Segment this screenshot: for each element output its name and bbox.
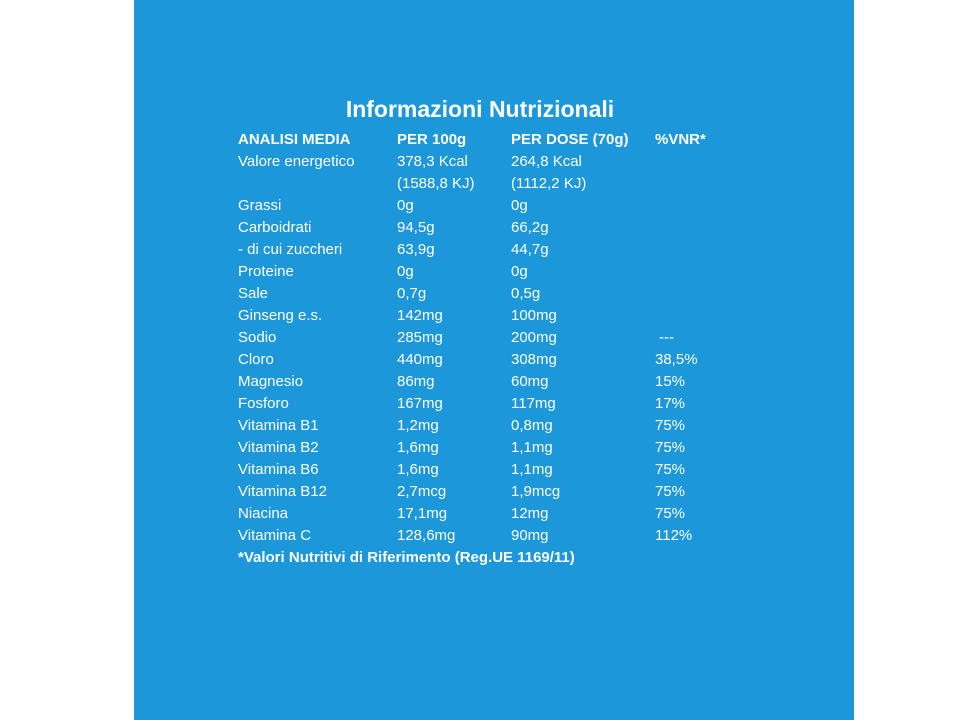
- table-cell: 1,9mcg: [511, 483, 561, 500]
- row-label: Fosforo: [238, 395, 289, 412]
- table-cell: 86mg: [397, 373, 435, 390]
- table-cell: 0,5g: [511, 285, 541, 302]
- title: Informazioni Nutrizionali: [345, 96, 615, 122]
- table-cell: 128,6mg: [397, 527, 456, 544]
- row-label: Vitamina B2: [238, 439, 319, 456]
- row-label: Valore energetico: [238, 153, 355, 170]
- table-cell: 1,1mg: [511, 461, 553, 478]
- table-cell: 12mg: [511, 505, 549, 522]
- table-cell: 75%: [655, 483, 686, 500]
- row-label: Cloro: [238, 351, 274, 368]
- table-cell: 200mg: [511, 329, 557, 346]
- table-cell: 75%: [655, 417, 686, 434]
- table-cell: 0g: [511, 263, 528, 280]
- table-cell: 308mg: [511, 351, 557, 368]
- table-cell: 1,6mg: [397, 461, 439, 478]
- table-cell: 17%: [655, 395, 686, 412]
- blue-panel: [134, 0, 854, 720]
- table-cell: 17,1mg: [397, 505, 448, 522]
- table-cell: 75%: [655, 505, 686, 522]
- row-label: Ginseng e.s.: [238, 307, 323, 324]
- table-cell: 0g: [511, 197, 528, 214]
- table-cell: 117mg: [511, 395, 556, 412]
- table-cell: 75%: [655, 461, 686, 478]
- row-label: Carboidrati: [238, 219, 312, 236]
- table-cell: 0g: [397, 263, 414, 280]
- row-label: - di cui zuccheri: [238, 241, 343, 258]
- row-label: Proteine: [238, 263, 294, 280]
- table-cell: 264,8 Kcal: [511, 153, 582, 170]
- table-cell: 75%: [655, 439, 686, 456]
- table-cell: 167mg: [397, 395, 443, 412]
- table-cell: 285mg: [397, 329, 443, 346]
- table-cell: 94,5g: [397, 219, 435, 236]
- table-cell: 60mg: [511, 373, 549, 390]
- table-cell: 38,5%: [655, 351, 698, 368]
- table-cell: 90mg: [511, 527, 549, 544]
- table-cell: 1,2mg: [397, 417, 439, 434]
- table-cell: 378,3 Kcal: [397, 153, 468, 170]
- table-cell: 100mg: [511, 307, 557, 324]
- header-cell: %VNR*: [655, 131, 706, 148]
- header-cell: ANALISI MEDIA: [238, 131, 351, 148]
- table-cell: 440mg: [397, 351, 443, 368]
- row-label: Vitamina B6: [238, 461, 319, 478]
- row-label: Niacina: [238, 505, 289, 522]
- table-cell: 44,7g: [511, 241, 549, 258]
- table-cell: (1112,2 KJ): [511, 175, 587, 192]
- footnote: *Valori Nutritivi di Riferimento (Reg.UE…: [238, 549, 575, 566]
- header-cell: PER 100g: [397, 131, 467, 148]
- header-cell: PER DOSE (70g): [511, 131, 629, 148]
- table-cell: 66,2g: [511, 219, 549, 236]
- table-cell: 1,6mg: [397, 439, 439, 456]
- row-label: Grassi: [238, 197, 282, 214]
- row-label: Sodio: [238, 329, 277, 346]
- table-cell: (1588,8 KJ): [397, 175, 475, 192]
- table-cell: 0,7g: [397, 285, 427, 302]
- table-cell: 15%: [655, 373, 686, 390]
- table-cell: ---: [659, 329, 674, 346]
- table-cell: 142mg: [397, 307, 443, 324]
- table-cell: 2,7mcg: [397, 483, 447, 500]
- row-label: Vitamina C: [238, 527, 312, 544]
- row-label: Sale: [238, 285, 269, 302]
- table-cell: 63,9g: [397, 241, 435, 258]
- row-label: Magnesio: [238, 373, 304, 390]
- table-cell: 0g: [397, 197, 414, 214]
- table-cell: 1,1mg: [511, 439, 553, 456]
- table-cell: 0,8mg: [511, 417, 553, 434]
- row-label: Vitamina B12: [238, 483, 327, 500]
- table-cell: 112%: [655, 527, 693, 544]
- row-label: Vitamina B1: [238, 417, 319, 434]
